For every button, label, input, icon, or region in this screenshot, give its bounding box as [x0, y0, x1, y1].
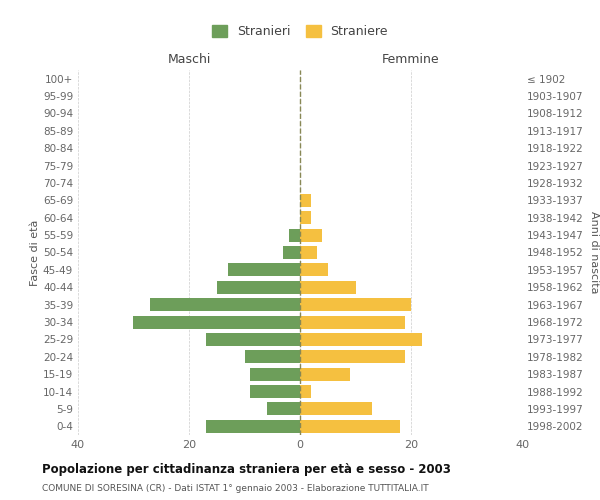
Text: Maschi: Maschi: [167, 54, 211, 66]
Bar: [300, 368, 350, 380]
Y-axis label: Anni di nascita: Anni di nascita: [589, 211, 599, 294]
Bar: [300, 385, 311, 398]
Bar: [206, 420, 300, 433]
Bar: [300, 246, 317, 259]
Bar: [300, 316, 406, 328]
Legend: Stranieri, Straniere: Stranieri, Straniere: [208, 22, 392, 42]
Bar: [300, 298, 411, 311]
Text: COMUNE DI SORESINA (CR) - Dati ISTAT 1° gennaio 2003 - Elaborazione TUTTITALIA.I: COMUNE DI SORESINA (CR) - Dati ISTAT 1° …: [42, 484, 428, 493]
Bar: [150, 298, 300, 311]
Bar: [300, 211, 311, 224]
Bar: [300, 264, 328, 276]
Bar: [300, 420, 400, 433]
Bar: [217, 280, 300, 294]
Bar: [133, 316, 300, 328]
Bar: [300, 228, 322, 241]
Bar: [245, 350, 300, 364]
Bar: [300, 194, 311, 207]
Text: Popolazione per cittadinanza straniera per età e sesso - 2003: Popolazione per cittadinanza straniera p…: [42, 462, 451, 475]
Bar: [300, 350, 406, 364]
Bar: [300, 402, 372, 415]
Bar: [289, 228, 300, 241]
Y-axis label: Fasce di età: Fasce di età: [30, 220, 40, 286]
Bar: [250, 385, 300, 398]
Text: Femmine: Femmine: [382, 54, 440, 66]
Bar: [300, 280, 355, 294]
Bar: [206, 333, 300, 346]
Bar: [266, 402, 300, 415]
Bar: [300, 333, 422, 346]
Bar: [250, 368, 300, 380]
Bar: [228, 264, 300, 276]
Bar: [283, 246, 300, 259]
